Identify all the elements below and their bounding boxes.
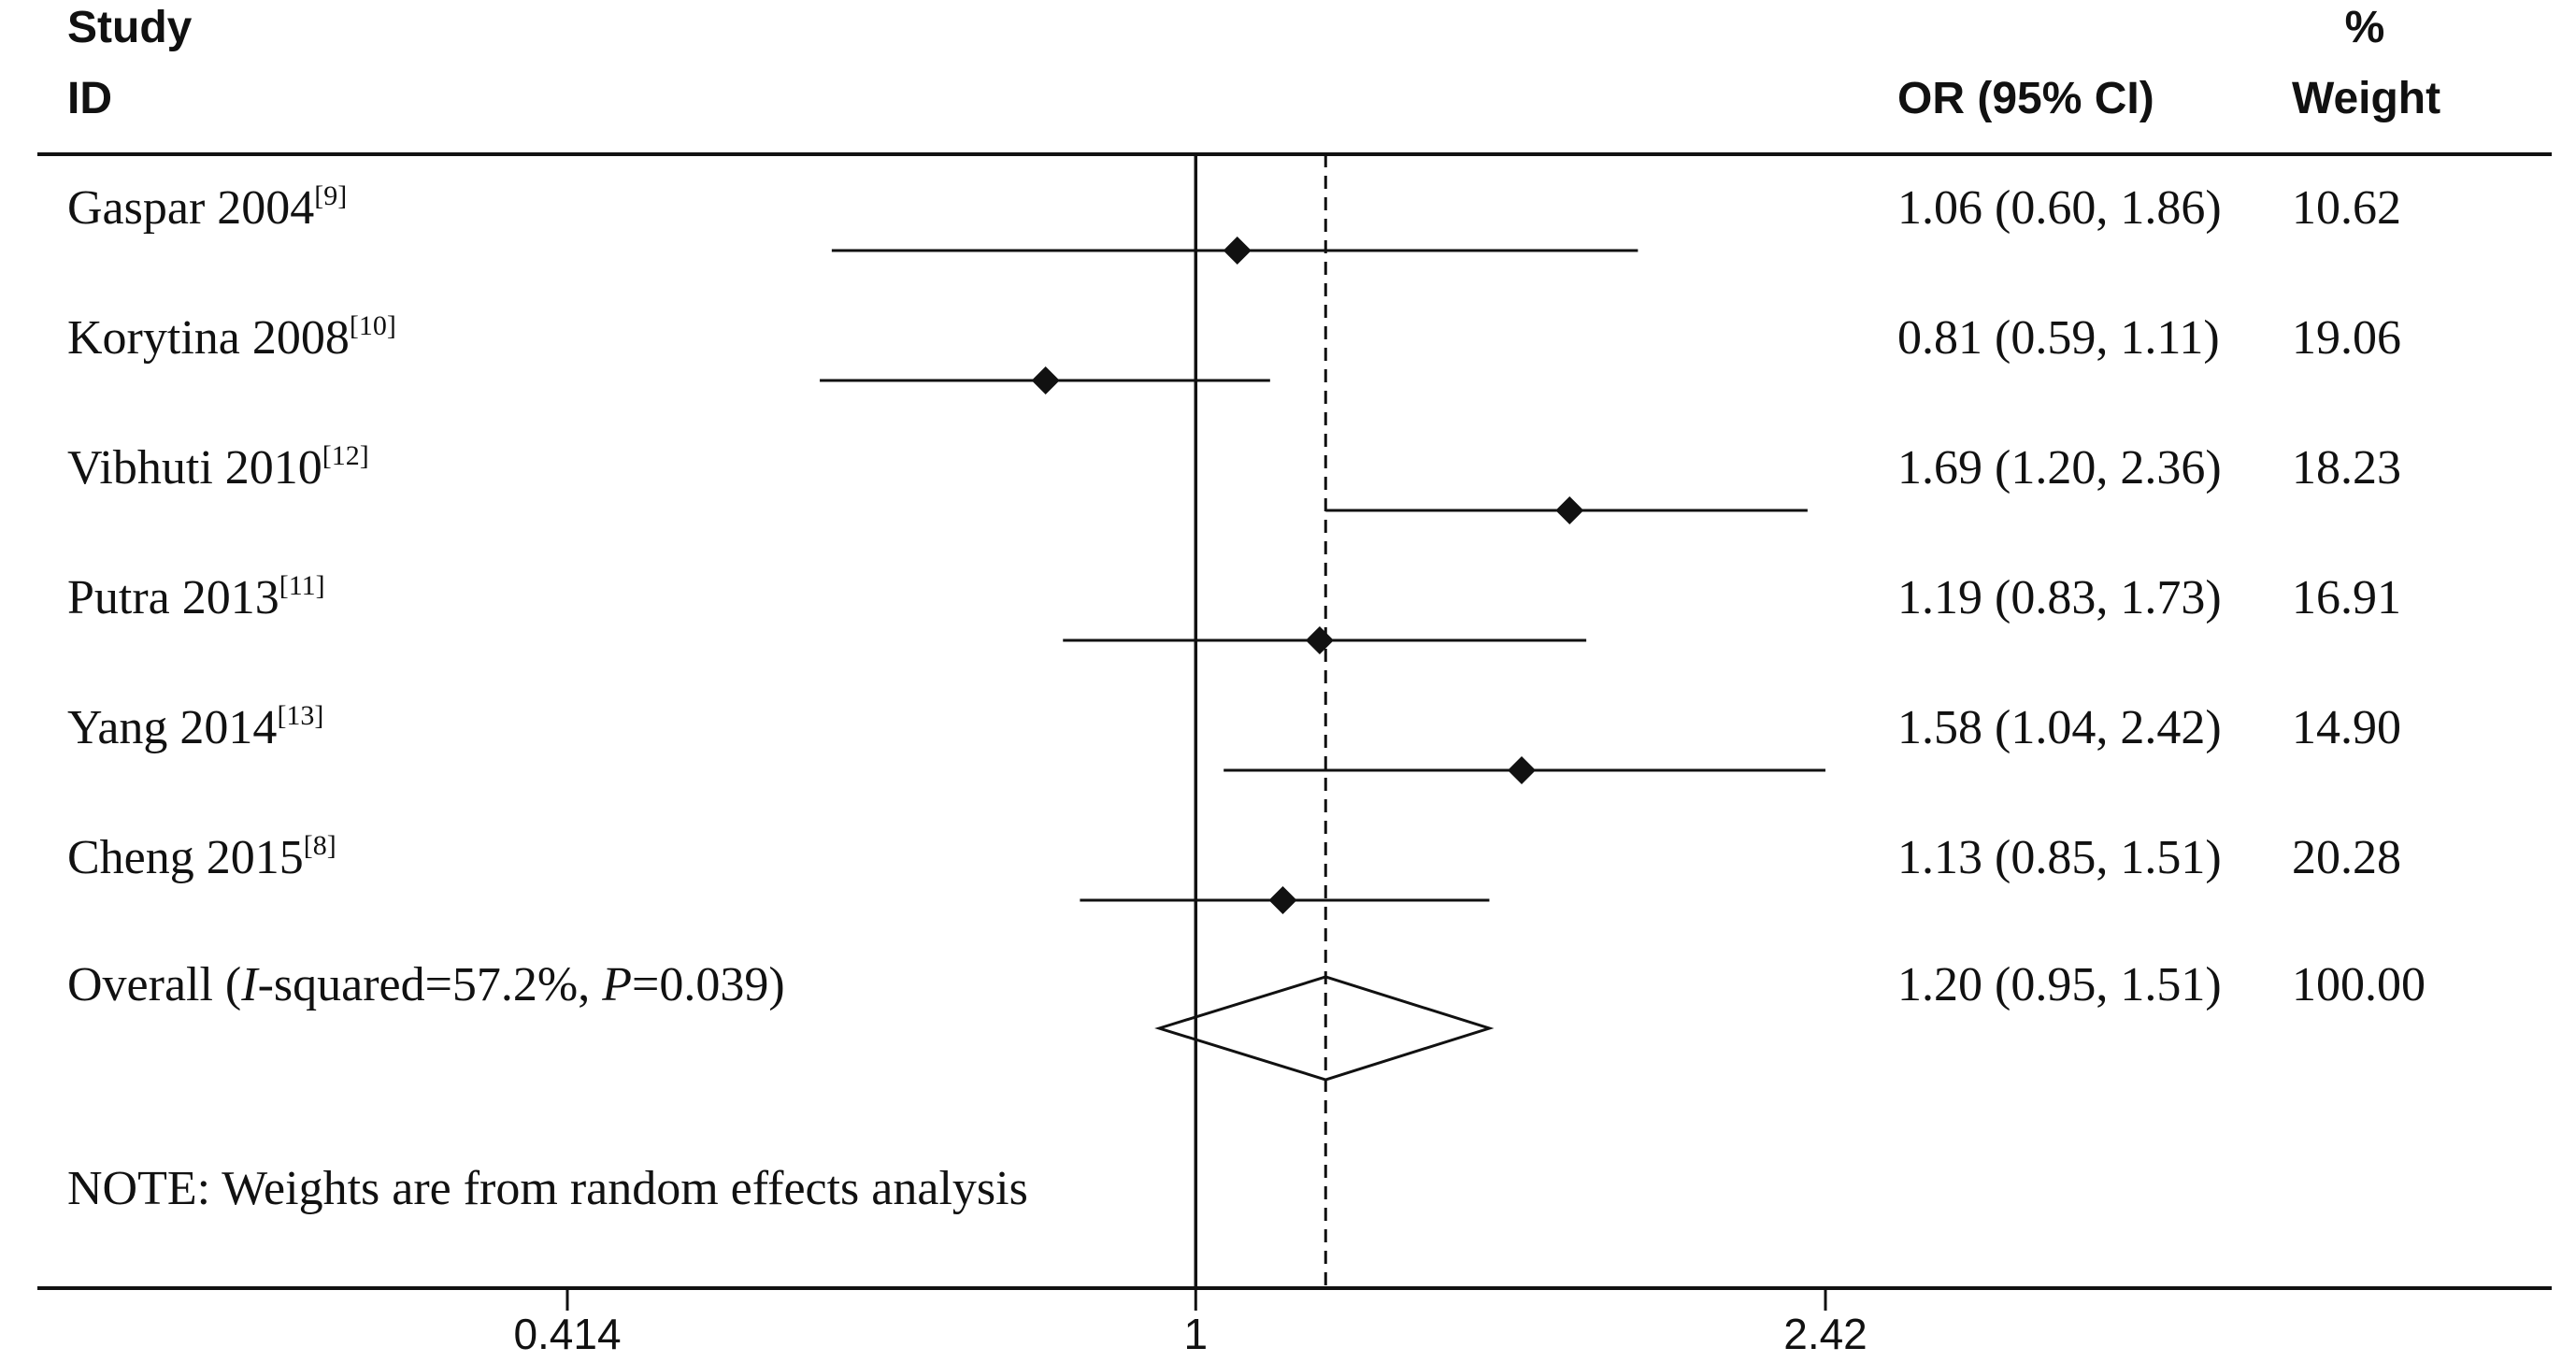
overall-or-value: 1.20 (0.95, 1.51) <box>1897 958 2222 1011</box>
study-point-estimate <box>1305 626 1334 654</box>
study-weight-value: 10.62 <box>2292 181 2401 235</box>
note-text: NOTE: Weights are from random effects an… <box>67 1162 1028 1215</box>
study-or-value: 1.19 (0.83, 1.73) <box>1897 571 2222 624</box>
study-label: Korytina 2008[10] <box>67 310 396 366</box>
overall-i-italic: I <box>241 958 258 1011</box>
study-weight-value: 20.28 <box>2292 831 2401 884</box>
study-weight-value: 14.90 <box>2292 701 2401 754</box>
study-point-estimate <box>1031 366 1060 394</box>
study-or-value: 1.69 (1.20, 2.36) <box>1897 441 2222 495</box>
study-weight-value: 18.23 <box>2292 441 2401 495</box>
x-tick-label: 2.42 <box>1783 1310 1868 1358</box>
study-name: Vibhuti 2010 <box>67 441 322 495</box>
study-name: Yang 2014 <box>67 701 278 754</box>
study-or-value: 1.58 (1.04, 2.42) <box>1897 701 2222 754</box>
study-reference: [10] <box>349 310 396 341</box>
study-reference: [8] <box>303 830 336 861</box>
overall-i-text: -squared=57.2%, <box>257 958 603 1011</box>
x-tick-label: 0.414 <box>513 1310 622 1358</box>
study-point-estimate <box>1555 496 1584 524</box>
x-tick-label: 1 <box>1183 1310 1209 1358</box>
study-name: Cheng 2015 <box>67 831 304 884</box>
study-point-estimate <box>1507 756 1536 784</box>
weight-header: Weight <box>2292 74 2441 123</box>
study-reference: [12] <box>322 440 369 471</box>
study-label: Yang 2014[13] <box>67 700 323 755</box>
overall-p-italic: P <box>602 958 633 1011</box>
study-reference: [13] <box>277 700 324 731</box>
id-header: ID <box>67 74 112 123</box>
or-ci-header: OR (95% CI) <box>1897 74 2154 123</box>
weight-percent-header: % <box>2344 3 2385 52</box>
study-point-estimate <box>1223 237 1252 265</box>
study-or-value: 0.81 (0.59, 1.11) <box>1897 311 2220 365</box>
study-header: Study <box>67 3 193 52</box>
study-weight-value: 19.06 <box>2292 311 2401 365</box>
study-or-value: 1.13 (0.85, 1.51) <box>1897 831 2222 884</box>
study-reference: [11] <box>279 570 325 601</box>
study-name: Korytina 2008 <box>67 311 350 365</box>
overall-prefix: Overall ( <box>67 958 242 1011</box>
study-reference: [9] <box>314 180 348 211</box>
study-or-value: 1.06 (0.60, 1.86) <box>1897 181 2222 235</box>
overall-label: Overall (I-squared=57.2%, P=0.039) <box>67 957 785 1012</box>
study-point-estimate <box>1268 886 1297 914</box>
overall-weight-value: 100.00 <box>2292 958 2426 1011</box>
study-label: Cheng 2015[8] <box>67 830 336 885</box>
study-label: Vibhuti 2010[12] <box>67 440 369 495</box>
study-name: Putra 2013 <box>67 571 279 624</box>
study-weight-value: 16.91 <box>2292 571 2401 624</box>
overall-diamond <box>1154 975 1495 1082</box>
overall-p-text: =0.039) <box>632 958 785 1011</box>
study-name: Gaspar 2004 <box>67 181 315 235</box>
study-label: Putra 2013[11] <box>67 570 325 625</box>
study-label: Gaspar 2004[9] <box>67 180 347 236</box>
